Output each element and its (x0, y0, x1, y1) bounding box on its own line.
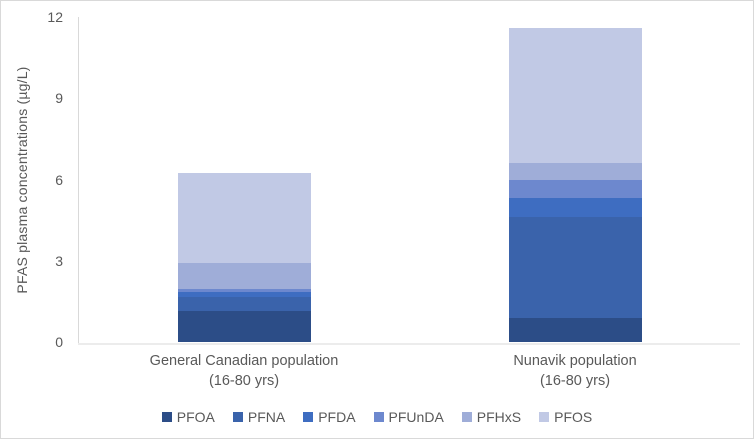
bar-segment-pfna-cat1 (177, 297, 311, 311)
bar-segment-pfda-cat2 (508, 198, 642, 218)
legend-swatch-pfos (539, 412, 550, 422)
chart-legend: PFOA PFNA PFDA PFUnDA PFHxS PFOS (0, 409, 754, 425)
y-tick-label: 0 (55, 334, 63, 350)
legend-label: PFNA (247, 409, 286, 425)
legend-label: PFDA (318, 409, 356, 425)
y-tick-label: 12 (47, 9, 63, 25)
legend-label: PFOA (176, 409, 215, 425)
bar-segment-pfhxs-cat2 (508, 163, 642, 180)
legend-label: PFUnDA (388, 409, 444, 425)
bar-segment-pfunda-cat1 (177, 289, 311, 292)
legend-item-pfda: PFDA (303, 409, 356, 425)
x-category-label-line1: General Canadian population (149, 353, 339, 369)
y-tick-label: 6 (55, 171, 63, 188)
x-category-label-line2: (16-80 yrs) (539, 373, 611, 389)
legend-item-pfhxs: PFHxS (461, 409, 522, 425)
legend-swatch-pfna (232, 412, 243, 422)
y-tick-label: 9 (55, 90, 63, 107)
legend-swatch-pfoa (161, 412, 172, 422)
bar-segment-pfda-cat1 (177, 291, 311, 298)
legend-item-pfoa: PFOA (161, 409, 215, 425)
bar-segment-pfoa-cat1 (177, 310, 311, 342)
legend-swatch-pfda (303, 412, 314, 422)
bar-segment-pfna-cat2 (508, 217, 642, 318)
legend-item-pfunda: PFUnDA (373, 409, 444, 425)
legend-swatch-pfhxs (461, 412, 472, 422)
y-axis-title: PFAS plasma concentrations (µg/L) (14, 66, 30, 294)
bar-segment-pfoa-cat2 (508, 317, 642, 342)
y-tick-label: 3 (55, 252, 63, 269)
x-category-label: General Canadian population (16-80 yrs) (114, 351, 374, 391)
legend-label: PFOS (554, 409, 593, 425)
x-axis-line (78, 343, 740, 345)
legend-item-pfos: PFOS (539, 409, 592, 425)
x-category-label: Nunavik population (16-80 yrs) (445, 351, 705, 391)
bar-segment-pfos-cat1 (177, 172, 311, 264)
bar-segment-pfhxs-cat1 (177, 263, 311, 290)
legend-item-pfna: PFNA (232, 409, 286, 425)
legend-swatch-pfunda (373, 412, 384, 422)
bar-segment-pfos-cat2 (508, 27, 642, 164)
x-category-label-line2: (16-80 yrs) (208, 373, 280, 389)
bar-segment-pfunda-cat2 (508, 179, 642, 199)
x-category-label-line1: Nunavik population (513, 353, 637, 369)
legend-label: PFHxS (476, 409, 522, 425)
y-axis-line (78, 17, 79, 343)
